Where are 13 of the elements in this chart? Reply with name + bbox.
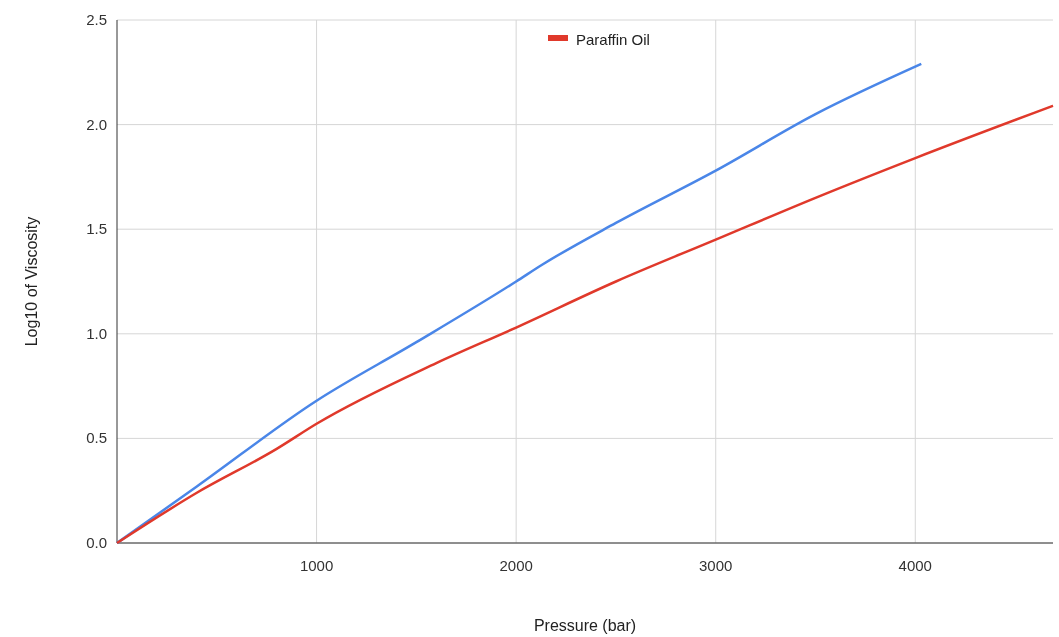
- x-tick-label: 3000: [699, 557, 733, 574]
- x-tick-label: 4000: [898, 557, 932, 574]
- y-tick-label: 0.5: [86, 429, 107, 447]
- x-tick-label: 2000: [499, 557, 533, 574]
- y-tick-label: 1.5: [86, 220, 107, 238]
- legend-label: Paraffin Oil: [576, 30, 650, 48]
- y-tick-label: 1.0: [86, 324, 107, 342]
- x-axis-title: Pressure (bar): [533, 617, 637, 634]
- y-tick-label: 0.0: [86, 534, 107, 551]
- x-tick-label: 1000: [299, 557, 334, 574]
- y-tick-label: 2.0: [86, 115, 107, 133]
- y-axis-title: Log10 of Viscosity: [23, 216, 40, 347]
- y-tick-label: 2.5: [86, 11, 107, 28]
